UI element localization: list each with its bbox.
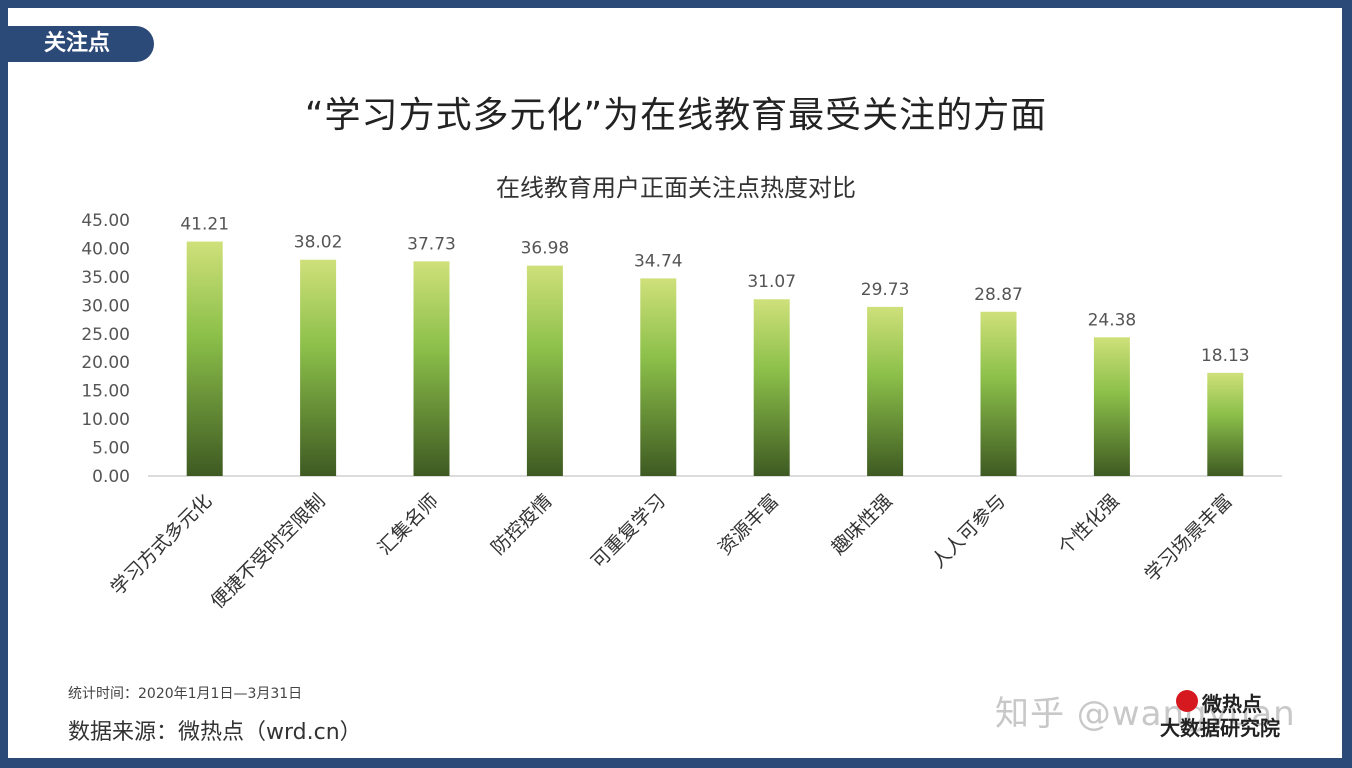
logo-line1: 微热点 [1202, 692, 1262, 716]
bar [640, 278, 677, 476]
data-label: 24.38 [1088, 310, 1137, 330]
section-tag: 关注点 [8, 26, 154, 62]
category-label: 资源丰富 [714, 490, 783, 559]
data-label: 18.13 [1201, 346, 1250, 366]
data-label: 31.07 [747, 272, 796, 292]
brand-logo: 微热点 大数据研究院 [1160, 690, 1310, 740]
y-tick-label: 45.00 [81, 211, 130, 231]
data-label: 34.74 [634, 251, 683, 271]
bar [526, 265, 563, 476]
flame-icon [1176, 690, 1198, 712]
y-tick-label: 40.00 [81, 239, 130, 259]
bar [1093, 337, 1130, 476]
bar [1207, 372, 1244, 476]
category-label: 防控疫情 [487, 490, 556, 559]
bar [186, 241, 223, 476]
category-label: 可重复学习 [587, 490, 670, 573]
bar [753, 299, 790, 476]
category-label: 趣味性强 [827, 490, 896, 559]
category-label: 人人可参与 [927, 490, 1010, 573]
bar [867, 306, 904, 476]
data-label: 37.73 [407, 234, 456, 254]
category-label: 学习场景丰富 [1141, 490, 1237, 586]
logo-line2: 大数据研究院 [1160, 716, 1280, 740]
y-tick-label: 5.00 [92, 439, 130, 459]
y-tick-label: 15.00 [81, 382, 130, 402]
category-label: 汇集名师 [374, 490, 443, 559]
category-label: 个性化强 [1054, 490, 1123, 559]
page-title: “学习方式多元化”为在线教育最受关注的方面 [304, 95, 1048, 136]
chart-title: 在线教育用户正面关注点热度对比 [496, 174, 856, 202]
data-label: 36.98 [521, 239, 570, 259]
watermark: 知乎 @wangyuan [995, 694, 1296, 734]
y-tick-label: 30.00 [81, 296, 130, 316]
data-label: 41.21 [180, 215, 229, 235]
y-tick-label: 25.00 [81, 325, 130, 345]
data-label: 28.87 [974, 285, 1023, 305]
stats-period: 统计时间：2020年1月1日—3月31日 [68, 686, 303, 702]
category-label: 便捷不受时空限制 [207, 490, 330, 613]
bar [980, 311, 1017, 476]
y-tick-label: 20.00 [81, 353, 130, 373]
y-tick-label: 10.00 [81, 410, 130, 430]
bar [300, 259, 337, 476]
data-source: 数据来源：微热点（wrd.cn） [68, 720, 362, 745]
data-label: 29.73 [861, 280, 910, 300]
data-label: 38.02 [294, 233, 343, 253]
bar [413, 261, 450, 476]
y-tick-label: 0.00 [92, 467, 130, 487]
y-tick-label: 35.00 [81, 268, 130, 288]
category-label: 学习方式多元化 [107, 490, 217, 600]
